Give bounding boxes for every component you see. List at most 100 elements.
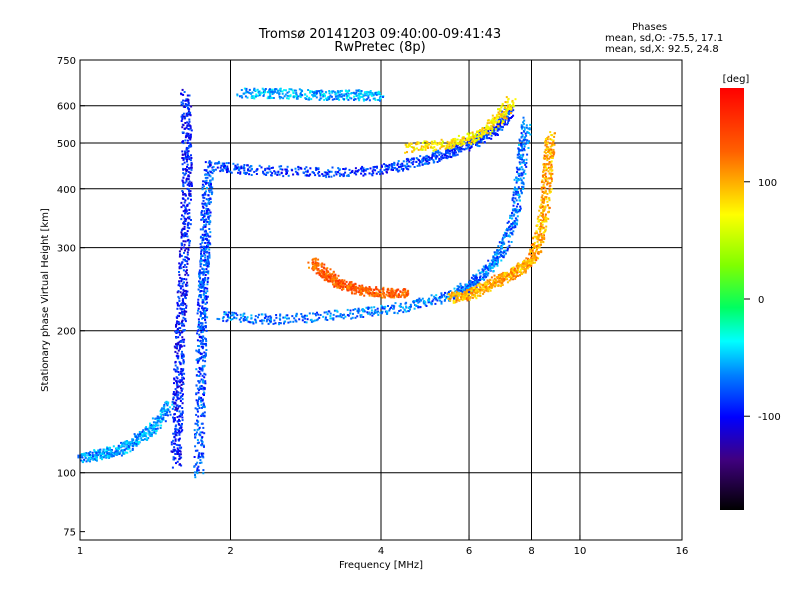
trace-point	[378, 171, 380, 173]
trace-point	[163, 408, 165, 410]
ionogram-chart: 1 2 4 6 8 10 16 75100200300400500600750 Freque…	[0, 0, 800, 600]
trace-point	[177, 336, 179, 338]
trace-point	[379, 291, 381, 293]
trace-point	[503, 279, 505, 281]
trace-point	[182, 298, 184, 300]
trace-point	[536, 257, 538, 259]
trace-point	[513, 205, 515, 207]
trace-point	[471, 294, 473, 296]
trace-point	[377, 295, 379, 297]
trace-point	[328, 176, 330, 178]
trace-point	[261, 323, 263, 325]
trace-point	[543, 221, 545, 223]
trace-point	[181, 384, 183, 386]
trace-point	[497, 117, 499, 119]
trace-point	[197, 345, 199, 347]
trace-point	[370, 167, 372, 169]
trace-point	[451, 149, 453, 151]
trace-point	[175, 343, 177, 345]
trace-point	[326, 319, 328, 321]
trace-point	[333, 314, 335, 316]
trace-point	[239, 319, 241, 321]
trace-point	[346, 281, 348, 283]
trace-point	[263, 320, 265, 322]
trace-point	[391, 165, 393, 167]
trace-point	[528, 264, 530, 266]
trace-point	[487, 268, 489, 270]
trace-point	[336, 173, 338, 175]
trace-point	[543, 185, 545, 187]
trace-point	[512, 102, 514, 104]
trace-point	[498, 121, 500, 123]
trace-point	[288, 175, 290, 177]
trace-point	[445, 147, 447, 149]
trace-point	[515, 193, 517, 195]
trace-point	[188, 227, 190, 229]
trace-point	[267, 316, 269, 318]
trace-point	[191, 185, 193, 187]
trace-point	[400, 164, 402, 166]
trace-point	[165, 420, 167, 422]
trace-point	[197, 330, 199, 332]
trace-point	[426, 160, 428, 162]
trace-point	[195, 434, 197, 436]
trace-point	[498, 128, 500, 130]
trace-point	[525, 166, 527, 168]
trace-point	[287, 170, 289, 172]
trace-point	[546, 201, 548, 203]
trace-point	[499, 249, 501, 251]
trace-point	[517, 157, 519, 159]
trace-point	[369, 313, 371, 315]
trace-point	[330, 268, 332, 270]
trace-point	[129, 450, 131, 452]
trace-point	[186, 291, 188, 293]
trace-point	[434, 140, 436, 142]
trace-point	[185, 156, 187, 158]
trace-point	[352, 317, 354, 319]
trace-point	[319, 270, 321, 272]
trace-point	[507, 122, 509, 124]
trace-point	[512, 100, 514, 102]
trace-point	[210, 201, 212, 203]
trace-point	[548, 211, 550, 213]
trace-point	[184, 202, 186, 204]
trace-point	[479, 279, 481, 281]
trace-point	[184, 173, 186, 175]
trace-point	[175, 347, 177, 349]
trace-point	[179, 381, 181, 383]
trace-point	[476, 288, 478, 290]
trace-point	[450, 294, 452, 296]
trace-point	[160, 425, 162, 427]
trace-point	[228, 162, 230, 164]
trace-point	[328, 171, 330, 173]
trace-point	[175, 331, 177, 333]
trace-point	[202, 180, 204, 182]
trace-point	[204, 169, 206, 171]
trace-point	[172, 433, 174, 435]
trace-point	[208, 252, 210, 254]
trace-point	[186, 257, 188, 259]
trace-point	[202, 360, 204, 362]
trace-point	[185, 311, 187, 313]
trace-point	[448, 293, 450, 295]
trace-point	[454, 154, 456, 156]
trace-point	[227, 314, 229, 316]
trace-point	[178, 434, 180, 436]
trace-point	[453, 292, 455, 294]
trace-point	[188, 178, 190, 180]
trace-point	[187, 142, 189, 144]
trace-point	[535, 230, 537, 232]
trace-point	[179, 447, 181, 449]
trace-point	[96, 452, 98, 454]
trace-point	[502, 240, 504, 242]
trace-point	[188, 212, 190, 214]
trace-point	[432, 300, 434, 302]
trace-point	[173, 382, 175, 384]
trace-point	[278, 323, 280, 325]
trace-point	[238, 167, 240, 169]
trace-point	[413, 149, 415, 151]
trace-point	[202, 188, 204, 190]
trace-point	[232, 163, 234, 165]
trace-point	[528, 128, 530, 130]
trace-point	[181, 126, 183, 128]
